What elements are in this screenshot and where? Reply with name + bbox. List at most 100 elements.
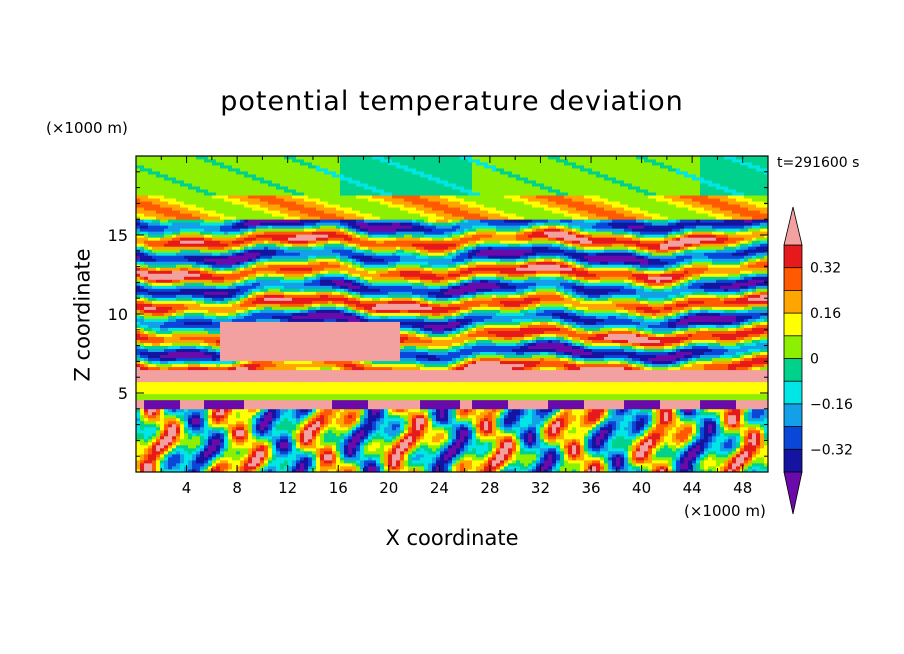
heatmap-cell [292,450,297,455]
heatmap-cell [532,384,537,389]
heatmap-cell [616,450,621,455]
heatmap-cell [244,429,249,434]
heatmap-cell [712,435,717,440]
heatmap-cell [688,381,693,386]
heatmap-cell [368,423,373,428]
heatmap-cell [284,468,289,473]
heatmap-cell [372,465,377,470]
heatmap-cell [736,450,741,455]
heatmap-cell [320,402,325,407]
heatmap-cell [648,435,653,440]
heatmap-cell [392,405,397,410]
heatmap-cell [452,408,457,413]
heatmap-cell [288,402,293,407]
heatmap-cell [508,387,513,392]
heatmap-cell [248,411,253,416]
heatmap-cell [160,390,165,395]
heatmap-cell [364,411,369,416]
heatmap-cell [148,414,153,419]
heatmap-cell [484,411,489,416]
heatmap-cell [456,465,461,470]
heatmap-cell [420,444,425,449]
heatmap-cell [368,393,373,398]
heatmap-cell [216,399,221,404]
heatmap-cell [460,417,465,422]
heatmap-cell [316,417,321,422]
heatmap-cell [256,414,261,419]
heatmap-cell [164,402,169,407]
heatmap-cell [144,456,149,461]
heatmap-cell [364,393,369,398]
heatmap-cell [372,408,377,413]
heatmap-cell [340,417,345,422]
heatmap-cell [624,399,629,404]
heatmap-cell [336,411,341,416]
heatmap-cell [216,468,221,473]
heatmap-cell [232,405,237,410]
heatmap-cell [608,465,613,470]
heatmap-cell [328,453,333,458]
heatmap-cell [412,444,417,449]
heatmap-cell [160,435,165,440]
heatmap-cell [628,438,633,443]
heatmap-cell [152,387,157,392]
heatmap-cell [224,375,229,380]
heatmap-cell [308,423,313,428]
heatmap-cell [392,393,397,398]
heatmap-cell [668,435,673,440]
heatmap-cell [480,432,485,437]
heatmap-cell [432,390,437,395]
heatmap-cell [376,417,381,422]
heatmap-cell [280,375,285,380]
heatmap-cell [604,462,609,467]
heatmap-cell [452,444,457,449]
heatmap-cell [736,405,741,410]
heatmap-cell [204,423,209,428]
heatmap-cell [260,438,265,443]
heatmap-cell [688,426,693,431]
heatmap-cell [644,378,649,383]
heatmap-cell [724,387,729,392]
heatmap-cell [420,423,425,428]
heatmap-cell [192,450,197,455]
heatmap-cell [224,450,229,455]
heatmap-cell [224,447,229,452]
heatmap-cell [188,468,193,473]
heatmap-cell [544,387,549,392]
heatmap-cell [256,417,261,422]
heatmap-cell [760,432,765,437]
heatmap-cell [476,381,481,386]
heatmap-cell [284,435,289,440]
heatmap-cell [748,450,753,455]
heatmap-cell [308,405,313,410]
heatmap-cell [252,447,257,452]
heatmap-cell [568,414,573,419]
heatmap-cell [492,459,497,464]
heatmap-cell [452,432,457,437]
heatmap-cell [652,444,657,449]
heatmap-cell [152,462,157,467]
heatmap-cell [676,432,681,437]
heatmap-cell [680,411,685,416]
heatmap-cell [544,381,549,386]
heatmap-cell [236,435,241,440]
heatmap-cell [360,444,365,449]
heatmap-cell [332,465,337,470]
heatmap-cell [324,468,329,473]
heatmap-cell [384,387,389,392]
heatmap-cell [404,441,409,446]
heatmap-cell [732,402,737,407]
heatmap-cell [508,417,513,422]
heatmap-cell [504,429,509,434]
heatmap-cell [196,405,201,410]
heatmap-cell [416,393,421,398]
heatmap-cell [748,381,753,386]
heatmap-cell [580,426,585,431]
heatmap-cell [236,465,241,470]
heatmap-cell [380,444,385,449]
heatmap-cell [372,381,377,386]
heatmap-cell [260,405,265,410]
heatmap-cell [148,429,153,434]
heatmap-cell [396,438,401,443]
heatmap-cell [428,435,433,440]
